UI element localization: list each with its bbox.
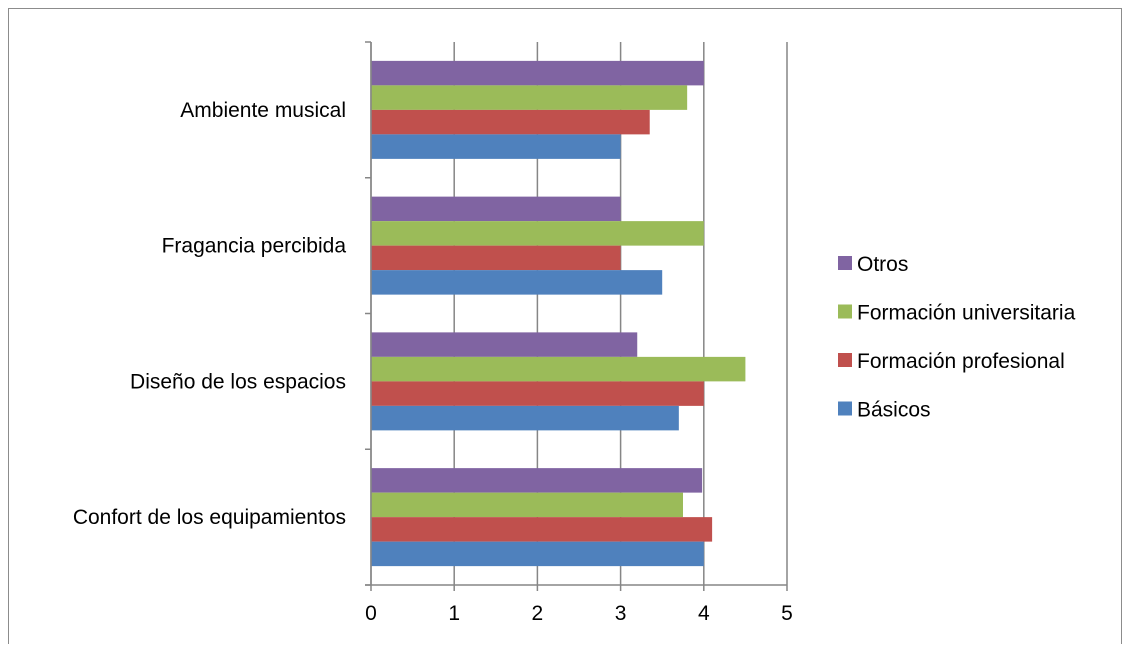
x-tick-label-0: 0	[365, 602, 377, 625]
legend-swatch-0	[838, 256, 852, 270]
x-tick-label-1: 1	[448, 602, 460, 625]
legend-swatch-3	[838, 402, 852, 416]
legend-swatch-2	[838, 353, 852, 367]
bar-2-1	[371, 357, 745, 382]
bar-1-3	[371, 270, 662, 295]
x-tick-label-3: 3	[615, 602, 627, 625]
bar-1-2	[371, 246, 621, 271]
legend-label-0: Otros	[857, 253, 908, 276]
category-label-0: Ambiente musical	[180, 99, 346, 122]
bar-3-1	[371, 493, 683, 518]
category-label-1: Fragancia percibida	[162, 235, 347, 258]
category-label-3: Confort de los equipamientos	[73, 506, 346, 529]
bar-1-0	[371, 197, 621, 222]
legend-label-3: Básicos	[857, 399, 931, 422]
bar-3-0	[371, 468, 702, 493]
bar-2-2	[371, 381, 704, 406]
bar-0-1	[371, 85, 687, 110]
legend-label-1: Formación universitaria	[857, 302, 1076, 325]
category-label-2: Diseño de los espacios	[130, 370, 346, 393]
bar-0-3	[371, 134, 621, 159]
x-tick-label-5: 5	[781, 602, 793, 625]
bars-layer	[371, 61, 745, 566]
bar-3-2	[371, 517, 712, 542]
bar-0-2	[371, 110, 650, 135]
bar-1-1	[371, 221, 704, 246]
bar-2-0	[371, 332, 637, 357]
bar-0-0	[371, 61, 704, 86]
x-tick-label-2: 2	[532, 602, 544, 625]
legend-layer: Otros Formación universitaria Formación pr…	[838, 253, 1076, 422]
bar-2-3	[371, 406, 679, 431]
legend-label-2: Formación profesional	[857, 350, 1065, 373]
x-tick-label-4: 4	[698, 602, 710, 625]
bar-3-3	[371, 542, 704, 567]
legend-swatch-1	[838, 305, 852, 319]
